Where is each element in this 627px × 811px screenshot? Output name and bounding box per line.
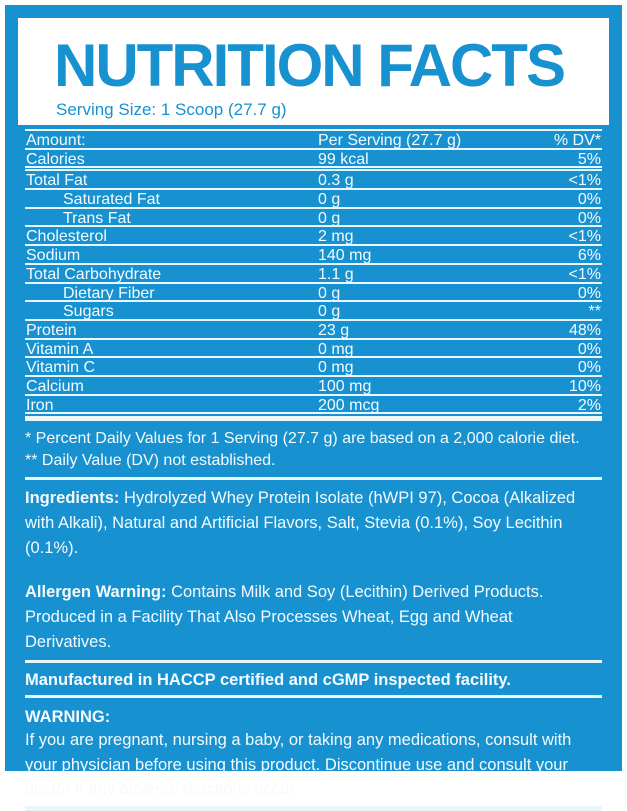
nutrient-dv: 2% [577,396,601,414]
footnote-not-established: ** Daily Value (DV) not established. [25,452,276,470]
nutrient-label: Saturated Fat [63,191,160,209]
nutrient-label: Dietary Fiber [63,284,155,302]
nutrient-amount: 0 g [318,284,341,302]
nutrient-dv: 0% [577,209,601,227]
nutrient-label: Calcium [26,377,84,395]
nutrient-dv: <1% [568,172,601,190]
nutrient-amount: 0.3 g [318,172,354,190]
facts-table: Amount: Per Serving (27.7 g) % DV* Calor… [25,129,602,415]
nutrient-dv: 5% [577,150,601,168]
nutrient-dv: 6% [577,247,601,265]
nutrient-amount: 0 mg [318,340,354,358]
amount-column-header: Amount: [26,132,86,149]
footnote-daily-values: * Percent Daily Values for 1 Serving (27… [25,430,580,448]
manufactured-note: Manufactured in HACCP certified and cGMP… [25,671,511,690]
nutrient-label: Vitamin A [26,340,94,358]
nutrient-label: Sodium [26,247,81,265]
nutrient-amount: 0 g [318,303,341,321]
nutrient-label: Cholesterol [26,228,107,246]
table-row-dietary-fiber: Dietary Fiber 0 g 0% [25,284,602,303]
nutrient-dv: <1% [568,265,601,283]
nutrient-label: Iron [26,396,54,414]
nutrient-dv: 0% [577,284,601,302]
section-divider [25,695,602,699]
ingredients-heading: Ingredients: [25,489,120,508]
nutrient-amount: 200 mcg [318,396,380,414]
allergen-section: Allergen Warning: Contains Milk and Soy … [25,580,602,655]
table-row-vitamin-c: Vitamin C 0 mg 0% [25,358,602,377]
nutrient-amount: 1.1 g [318,265,354,283]
allergen-heading: Allergen Warning: [25,583,167,602]
nutrient-amount: 99 kcal [318,150,369,168]
table-row-vitamin-a: Vitamin A 0 mg 0% [25,340,602,359]
nutrient-amount: 2 mg [318,228,354,246]
label-header: NUTRITION FACTS Serving Size: 1 Scoop (2… [18,18,609,125]
dv-column-header: % DV* [553,132,601,149]
nutrient-label: Protein [26,321,77,339]
section-divider [25,168,602,172]
ingredients-text: Hydrolyzed Whey Protein Isolate (hWPI 97… [25,489,576,558]
table-row-total-fat: Total Fat 0.3 g <1% [25,171,602,191]
nutrient-dv: ** [588,303,601,321]
nutrient-label: Trans Fat [63,209,131,227]
table-row-cholesterol: Cholesterol 2 mg <1% [25,227,602,247]
serving-size: Serving Size: 1 Scoop (27.7 g) [56,100,287,119]
warning-heading: WARNING: [25,708,111,727]
page-title: NUTRITION FACTS [54,32,566,99]
nutrient-amount: 140 mg [318,247,372,265]
footnotes: * Percent Daily Values for 1 Serving (27… [25,428,602,472]
thick-divider [25,805,602,811]
per-serving-column-header: Per Serving (27.7 g) [318,132,462,149]
table-row-saturated-fat: Saturated Fat 0 g 0% [25,190,602,209]
nutrient-dv: 0% [577,359,601,377]
table-row-total-carbohydrate: Total Carbohydrate 1.1 g <1% [25,265,602,284]
table-row-sugars: Sugars 0 g ** [25,302,602,321]
nutrient-dv: 0% [577,340,601,358]
label-content: Amount: Per Serving (27.7 g) % DV* Calor… [25,127,602,811]
nutrient-label: Calories [26,150,85,168]
nutrient-dv: 10% [568,377,601,395]
table-row-iron: Iron 200 mcg 2% [25,396,602,415]
table-row-trans-fat: Trans Fat 0 g 0% [25,209,602,228]
warning-text: If you are pregnant, nursing a baby, or … [25,731,572,799]
nutrient-dv: <1% [568,228,601,246]
table-row-calories: Calories 99 kcal 5% [25,150,602,169]
nutrient-amount: 100 mg [318,377,372,395]
table-header-row: Amount: Per Serving (27.7 g) % DV* [25,131,602,150]
ingredients-section: Ingredients: Hydrolyzed Whey Protein Iso… [25,486,602,561]
nutrient-label: Total Fat [26,172,88,190]
nutrient-label: Vitamin C [26,359,96,377]
thick-divider [25,416,602,422]
nutrient-dv: 0% [577,191,601,209]
allergen-text: Contains Milk and Soy (Lecithin) Derived… [25,583,544,652]
table-row-sodium: Sodium 140 mg 6% [25,246,602,265]
section-divider [25,660,602,664]
table-row-calcium: Calcium 100 mg 10% [25,377,602,396]
nutrient-dv: 48% [568,321,601,339]
nutrition-label: NUTRITION FACTS Serving Size: 1 Scoop (2… [5,5,622,811]
table-row-protein: Protein 23 g 48% [25,321,602,340]
nutrient-amount: 23 g [318,321,350,339]
nutrient-amount: 0 g [318,191,341,209]
nutrient-label: Sugars [63,303,114,321]
nutrient-label: Total Carbohydrate [26,265,162,283]
section-divider [25,477,602,481]
nutrient-amount: 0 g [318,209,341,227]
nutrient-amount: 0 mg [318,359,354,377]
